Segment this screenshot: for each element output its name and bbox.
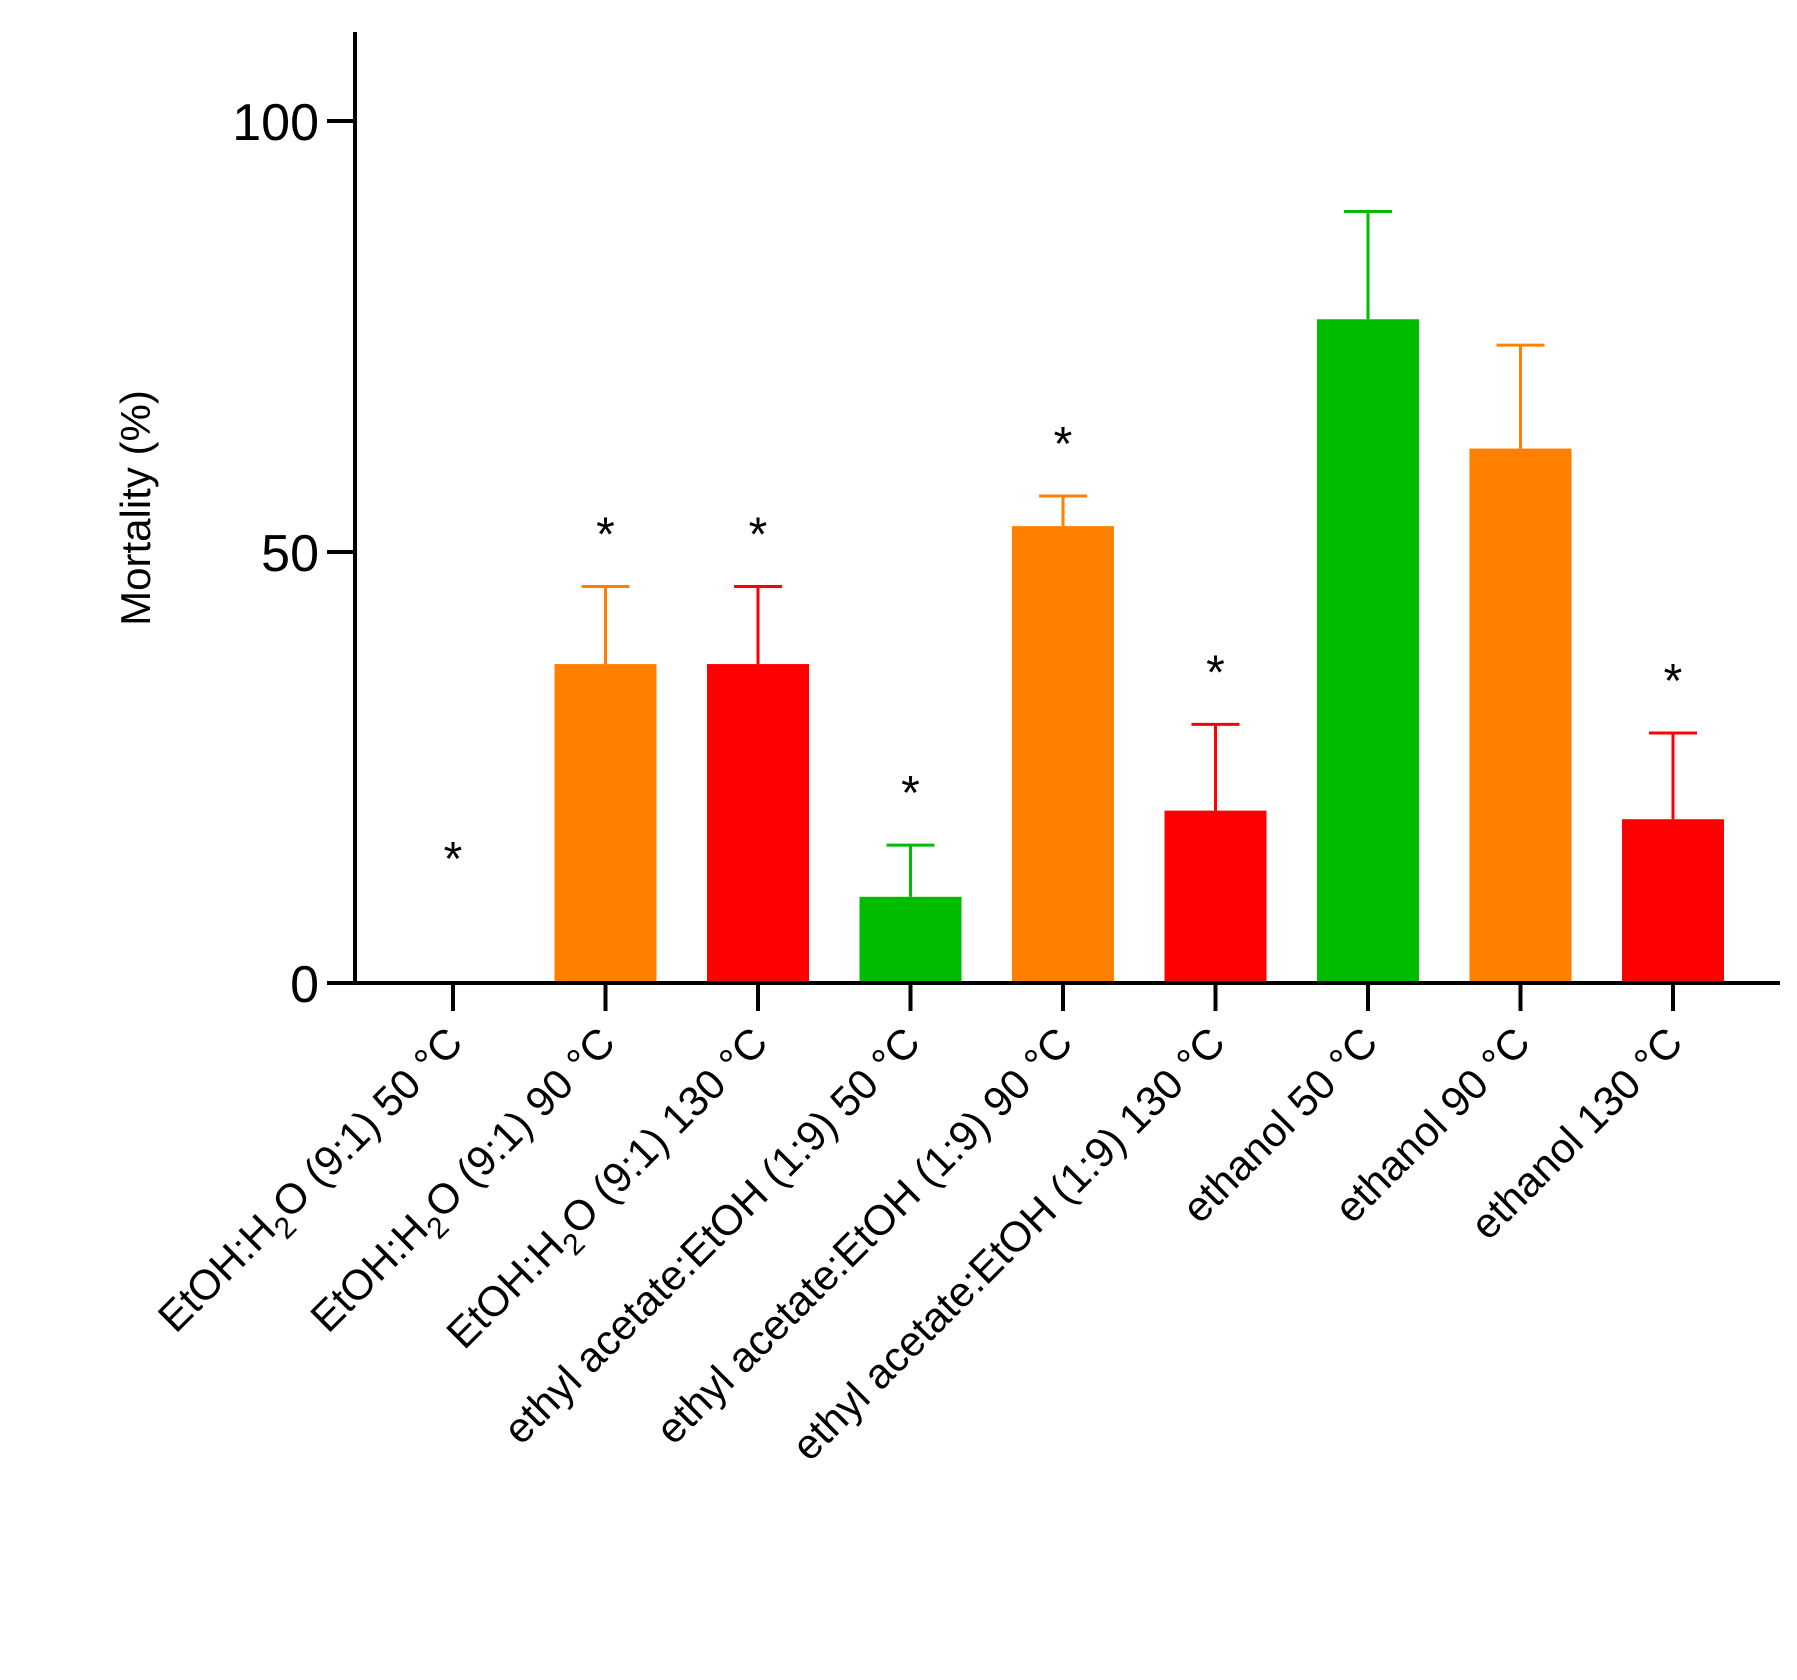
bar (554, 664, 657, 983)
bar (707, 664, 809, 983)
significance-marker: * (1206, 646, 1225, 699)
y-tick-label: 0 (290, 956, 319, 1014)
bar (859, 896, 962, 983)
significance-marker: * (901, 767, 920, 820)
significance-marker: * (1054, 418, 1073, 471)
significance-marker: * (749, 508, 768, 561)
significance-marker: * (444, 833, 463, 886)
y-tick-label: 100 (232, 94, 319, 152)
y-tick-label: 50 (261, 525, 319, 583)
bar (1164, 810, 1267, 983)
significance-marker: * (596, 508, 615, 561)
error-bars-group (581, 210, 1697, 897)
bar (1469, 448, 1572, 983)
y-axis-label: Mortality (%) (112, 390, 159, 626)
bar (1317, 319, 1419, 983)
significance-marker: * (1664, 655, 1683, 708)
axes-group (353, 32, 1780, 985)
significance-markers-group: * * * * * * * (444, 418, 1683, 886)
bar (1012, 526, 1114, 983)
bar (1622, 819, 1724, 983)
bars-group (554, 319, 1724, 983)
y-ticks-group: 0 50 100 (232, 94, 355, 1014)
